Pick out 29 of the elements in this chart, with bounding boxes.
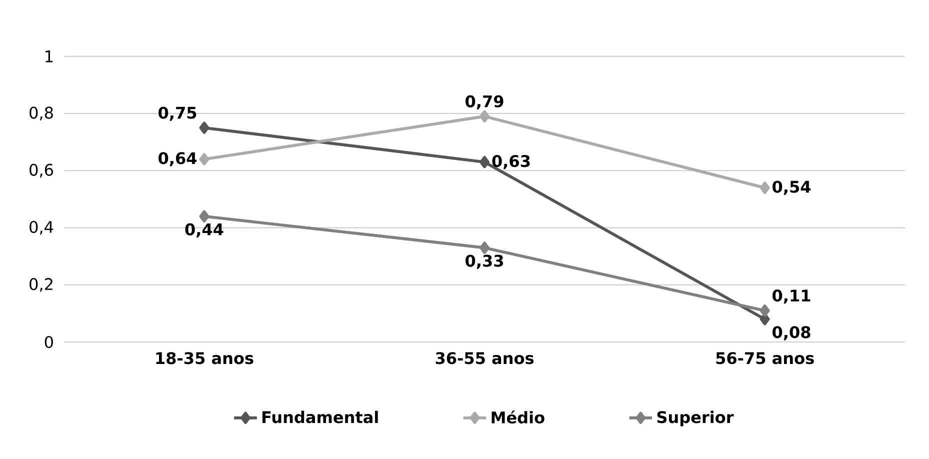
y-tick-label: 0 (44, 336, 53, 348)
x-tick-label: 36-55 anos (436, 352, 534, 364)
point (760, 304, 770, 317)
data-label: 0,63 (492, 154, 530, 169)
point (199, 121, 210, 134)
y-tick-label: 0,8 (30, 106, 53, 120)
data-label: 0,08 (772, 326, 810, 340)
point (480, 156, 490, 168)
point (760, 181, 770, 194)
point (199, 210, 210, 222)
y-tick-label: 0,6 (30, 164, 54, 178)
legend-label: Médio (492, 410, 544, 424)
data-label: 0,79 (466, 95, 504, 110)
legend-label: Fundamental (262, 410, 378, 423)
data-label: 0,44 (185, 223, 224, 238)
y-tick-label: 1 (46, 50, 53, 62)
point (199, 152, 210, 166)
data-label: 0,54 (772, 180, 811, 195)
y-tick-label: 0,2 (30, 278, 52, 292)
point (480, 241, 490, 254)
x-tick-label: 18-35 anos (156, 352, 254, 364)
y-tick-label: 0,4 (30, 220, 54, 234)
data-label: 0,11 (772, 289, 810, 304)
data-label: 0,64 (158, 152, 197, 166)
x-tick-label: 56-75 anos (716, 352, 814, 364)
legend-label: Superior (657, 410, 734, 426)
point (480, 110, 490, 122)
data-label: 0,33 (466, 254, 504, 269)
data-label: 0,75 (158, 106, 196, 121)
